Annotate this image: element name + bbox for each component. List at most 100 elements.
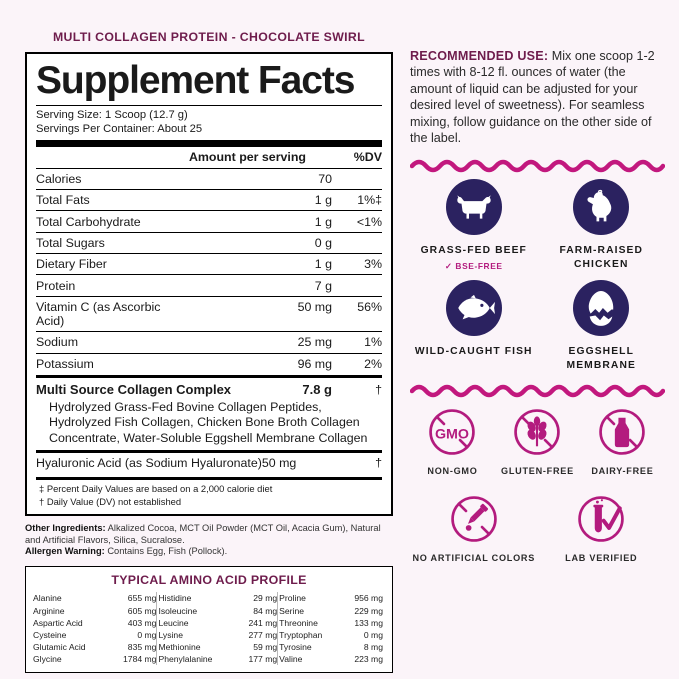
svg-text:GMO: GMO bbox=[435, 427, 469, 443]
source-item-beef: GRASS-FED BEEF ✓ BSE-FREE bbox=[410, 179, 538, 272]
amino-value: 133 mg bbox=[354, 617, 383, 628]
certification-label: DAIRY-FREE bbox=[591, 466, 654, 477]
table-row: Dietary Fiber 1 g 3% bbox=[36, 253, 382, 276]
table-row: Total Carbohydrate 1 g <1% bbox=[36, 210, 382, 233]
certification-label: NON-GMO bbox=[427, 466, 478, 477]
amino-value: 655 mg bbox=[127, 593, 157, 604]
nutrient-dv: 1% bbox=[332, 331, 382, 354]
nutrient-amount: 25 mg bbox=[188, 331, 332, 354]
other-ingredients-block: Other Ingredients: Alkalized Cocoa, MCT … bbox=[25, 523, 393, 557]
supplement-facts-panel: Supplement Facts Serving Size: 1 Scoop (… bbox=[25, 52, 393, 517]
amino-name: Alanine bbox=[33, 593, 62, 604]
header-dv: %DV bbox=[332, 147, 382, 169]
servings-per-container: Servings Per Container: About 25 bbox=[36, 122, 203, 135]
amino-name: Aspartic Acid bbox=[33, 617, 83, 628]
nutrient-name: Total Carbohydrate bbox=[36, 210, 189, 233]
wave-divider-bottom bbox=[410, 385, 665, 398]
source-item-chicken: FARM-RAISED CHICKEN bbox=[538, 179, 666, 272]
amino-acid-profile-panel: TYPICAL AMINO ACID PROFILE Alanine 655 m… bbox=[25, 566, 393, 673]
nutrition-header-row: Amount per serving %DV bbox=[36, 147, 382, 169]
serving-size: Serving Size: 1 Scoop (12.7 g) bbox=[36, 109, 188, 122]
amino-name: Lysine bbox=[158, 629, 183, 640]
nutrient-name: Potassium bbox=[36, 356, 94, 371]
amino-name: Serine bbox=[279, 605, 304, 616]
allergen-warning-text: Contains Egg, Fish (Pollock). bbox=[107, 546, 228, 556]
header-amount: Amount per serving bbox=[188, 147, 332, 169]
amino-name: Leucine bbox=[158, 617, 189, 628]
table-row: Protein 7 g bbox=[36, 274, 382, 297]
certification-label: NO ARTIFICIAL COLORS bbox=[412, 553, 536, 564]
amino-value: 1784 mg bbox=[123, 653, 157, 664]
complex-description-row: Hydrolyzed Grass-Fed Bovine Collagen Pep… bbox=[36, 400, 382, 447]
collagen-complex-table: Multi Source Collagen Complex 7.8 g † Hy… bbox=[36, 378, 382, 446]
table-row: Potassium 96 mg 2% bbox=[36, 353, 382, 374]
collagen-complex-row: Multi Source Collagen Complex 7.8 g † bbox=[36, 378, 382, 399]
chicken-icon bbox=[573, 179, 630, 236]
amino-name: Phenylalanine bbox=[158, 653, 213, 664]
table-row: Calories 70 bbox=[36, 168, 382, 190]
nutrient-name: Calories bbox=[36, 168, 189, 190]
table-row: Total Fats 1 g 1%‡ bbox=[36, 189, 382, 212]
amino-name: Glutamic Acid bbox=[33, 641, 86, 652]
dairy-free-icon bbox=[580, 404, 665, 460]
nutrient-amount: 50 mg bbox=[188, 296, 332, 333]
nutrient-amount: 96 mg bbox=[297, 356, 332, 371]
footnote-percent-dv: ‡ Percent Daily Values are based on a 2,… bbox=[39, 483, 273, 494]
nutrient-dv bbox=[332, 232, 382, 255]
nutrient-dv: <1% bbox=[332, 210, 382, 233]
certification-label: LAB VERIFIED bbox=[565, 553, 638, 564]
complex-description-line: Hydrolyzed Fish Collagen, Chicken Bone B… bbox=[49, 415, 360, 430]
amino-name: Valine bbox=[279, 653, 303, 664]
other-ingredients-text: Alkalized Cocoa, MCT Oil Powder (MCT Oil… bbox=[25, 523, 381, 545]
allergen-warning-line: Allergen Warning: Contains Egg, Fish (Po… bbox=[25, 546, 393, 557]
source-label: WILD-CAUGHT FISH bbox=[414, 346, 533, 358]
amino-value: 605 mg bbox=[127, 605, 157, 616]
non-gmo-icon: GMO bbox=[410, 404, 495, 460]
nutrient-name: Sodium bbox=[36, 331, 189, 354]
nutrient-name: Protein bbox=[36, 274, 189, 297]
amino-value: 8 mg bbox=[363, 641, 383, 652]
complex-dv: † bbox=[375, 382, 382, 397]
nutrient-amount: 70 bbox=[188, 168, 332, 190]
table-row: Sodium 25 mg 1% bbox=[36, 331, 382, 354]
amino-name: Tyrosine bbox=[279, 641, 312, 652]
hyaluronic-acid-table: Hyaluronic Acid (as Sodium Hyaluronate) … bbox=[36, 453, 382, 473]
nutrient-name: Dietary Fiber bbox=[36, 253, 189, 276]
nutrient-dv: 3% bbox=[332, 253, 382, 276]
amino-name: Isoleucine bbox=[158, 605, 198, 616]
amino-value: 0 mg bbox=[137, 629, 157, 640]
source-item-fish: WILD-CAUGHT FISH bbox=[410, 280, 538, 373]
amino-acid-table: Alanine 655 mg Histidine 29 mg Proline 9… bbox=[33, 592, 385, 665]
recommended-use-label: RECOMMENDED USE: bbox=[410, 49, 549, 63]
fish-icon bbox=[445, 280, 502, 337]
nutrient-name: Total Fats bbox=[36, 189, 189, 212]
certification-label: GLUTEN-FREE bbox=[501, 466, 574, 477]
table-row: Glutamic Acid 835 mg Methionine 59 mg Ty… bbox=[33, 640, 385, 653]
product-title: MULTI COLLAGEN PROTEIN - CHOCOLATE SWIRL bbox=[52, 30, 366, 44]
source-label: FARM-RAISED CHICKEN bbox=[559, 245, 644, 271]
amino-name: Arginine bbox=[33, 605, 65, 616]
hyaluronic-name: Hyaluronic Acid (as Sodium Hyaluronate) bbox=[36, 456, 262, 471]
amino-value: 0 mg bbox=[363, 629, 383, 640]
amino-name: Cysteine bbox=[33, 629, 67, 640]
nutrition-table: Amount per serving %DV Calories 70 Total… bbox=[36, 147, 382, 374]
amino-value: 177 mg bbox=[248, 653, 278, 664]
certification-no-artificial-colors: NO ARTIFICIAL COLORS bbox=[410, 491, 538, 564]
certification-non-gmo: GMO NON-GMO bbox=[410, 404, 495, 477]
table-row: Cysteine 0 mg Lysine 277 mg Tryptophan 0… bbox=[33, 628, 385, 641]
table-row: Total Sugars 0 g bbox=[36, 232, 382, 255]
left-column: MULTI COLLAGEN PROTEIN - CHOCOLATE SWIRL… bbox=[25, 30, 393, 673]
amino-name: Proline bbox=[279, 593, 306, 604]
nutrient-dv bbox=[332, 274, 382, 297]
certification-gluten-free: GLUTEN-FREE bbox=[495, 404, 580, 477]
amino-name: Histidine bbox=[158, 593, 192, 604]
nutrient-amount: 1 g bbox=[188, 253, 332, 276]
nutrient-amount: 1 g bbox=[188, 189, 332, 212]
certifications-grid: GMO NON-GMO bbox=[410, 404, 665, 578]
table-row: Alanine 655 mg Histidine 29 mg Proline 9… bbox=[33, 592, 385, 605]
amino-acid-profile-title: TYPICAL AMINO ACID PROFILE bbox=[111, 573, 307, 588]
nutrient-name: Vitamin C (as Ascorbic Acid) bbox=[36, 296, 189, 333]
recommended-use-block: RECOMMENDED USE: Mix one scoop 1-2 times… bbox=[410, 48, 665, 146]
other-ingredients-line: Other Ingredients: Alkalized Cocoa, MCT … bbox=[25, 523, 393, 546]
